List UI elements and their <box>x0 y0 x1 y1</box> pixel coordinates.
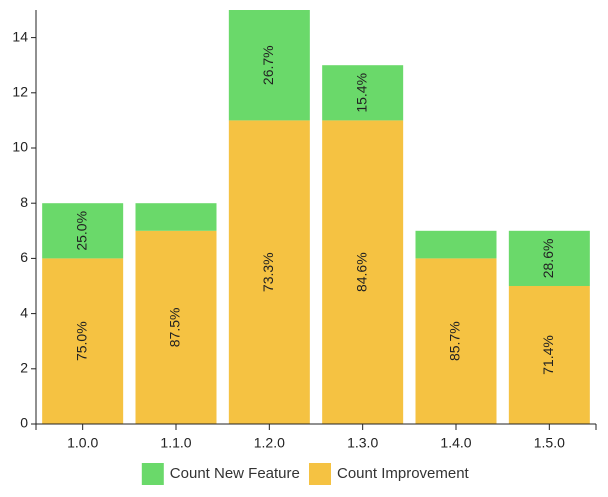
x-tick-label: 1.0.0 <box>67 435 98 451</box>
x-tick-label: 1.3.0 <box>347 435 378 451</box>
bar-count-new-feature-1.5.0 <box>508 230 590 286</box>
y-tick-label: 4 <box>20 304 28 320</box>
y-tick-label: 10 <box>12 139 28 155</box>
bars-layer <box>42 10 590 425</box>
legend-label: Count Improvement <box>337 465 470 482</box>
bar-count-new-feature-1.3.0 <box>322 65 404 121</box>
legend-label: Count New Feature <box>170 465 300 482</box>
y-tick-label: 2 <box>20 360 28 376</box>
bar-count-new-feature-1.1.0 <box>135 203 217 231</box>
bar-data-label: 28.6% <box>540 239 556 279</box>
y-tick-label: 14 <box>12 28 28 44</box>
bar-labels-layer: 75.0% 25.0% 87.5% 73.3% 26.7% 84.6% 15.4% 85.7%… <box>73 45 556 375</box>
x-tick-label: 1.4.0 <box>440 435 471 451</box>
x-tick-label: 1.5.0 <box>534 435 565 451</box>
y-axis: 0 2 4 6 8 10 12 14 <box>12 10 37 431</box>
x-tick-label: 1.1.0 <box>160 435 191 451</box>
bar-count-improvement-1.5.0 <box>508 286 590 424</box>
bar-data-label: 15.4% <box>353 73 369 113</box>
legend-swatch-count-new-feature <box>141 463 164 485</box>
bar-data-label: 73.3% <box>260 252 276 292</box>
bar-count-improvement-1.1.0 <box>135 230 217 424</box>
y-tick-label: 6 <box>20 249 28 265</box>
bar-data-label: 87.5% <box>167 308 183 348</box>
legend: Count New Feature Count Improvement <box>141 463 470 485</box>
bar-count-new-feature-1.4.0 <box>415 230 497 259</box>
bar-data-label: 85.7% <box>447 321 463 361</box>
bar-count-improvement-1.3.0 <box>322 120 404 425</box>
y-tick-label: 12 <box>12 84 28 100</box>
bar-count-improvement-1.4.0 <box>415 258 497 424</box>
bar-count-improvement-1.2.0 <box>228 120 310 425</box>
bar-data-label: 75.0% <box>73 321 89 361</box>
x-tick-label: 1.2.0 <box>254 435 285 451</box>
x-axis: 1.0.0 1.1.0 1.2.0 1.3.0 1.4.0 1.5.0 <box>35 423 597 451</box>
bar-data-label: 26.7% <box>260 45 276 85</box>
bar-data-label: 84.6% <box>353 252 369 292</box>
bar-count-new-feature-1.0.0 <box>42 203 124 259</box>
y-tick-label: 0 <box>20 415 28 431</box>
bar-data-label: 25.0% <box>73 211 89 251</box>
bar-data-label: 71.4% <box>540 335 556 375</box>
legend-swatch-count-improvement <box>309 463 331 485</box>
bar-count-improvement-1.0.0 <box>42 258 124 424</box>
bar-count-new-feature-1.2.0 <box>228 10 310 121</box>
y-tick-label: 8 <box>20 194 28 210</box>
